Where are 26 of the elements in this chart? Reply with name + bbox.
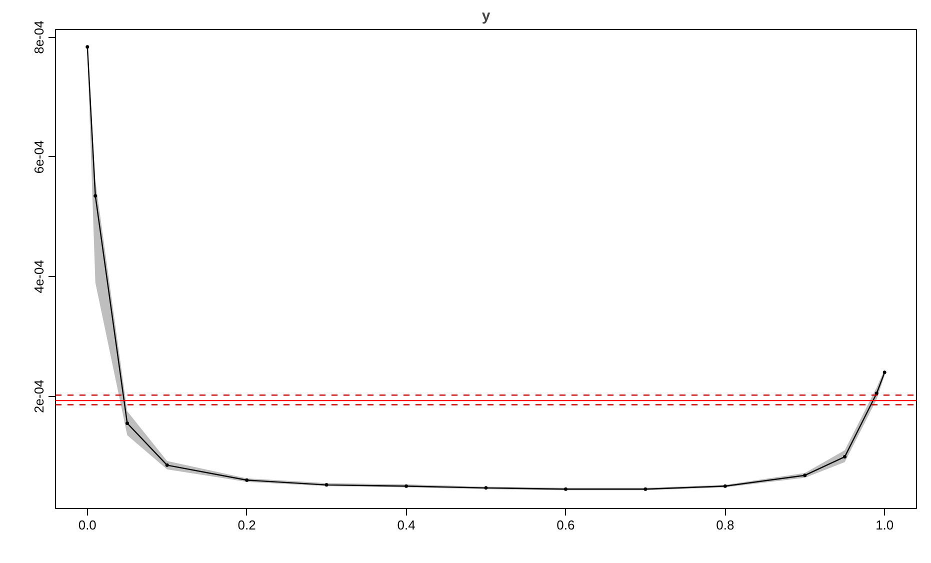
point bbox=[874, 392, 878, 396]
x-tick-label: 0.8 bbox=[716, 518, 734, 532]
point bbox=[126, 422, 129, 426]
point bbox=[94, 194, 98, 198]
point bbox=[324, 483, 328, 487]
point bbox=[882, 370, 886, 374]
x-tick-label: 0.2 bbox=[238, 518, 256, 532]
x-tick-label: 0.0 bbox=[78, 518, 96, 532]
point bbox=[404, 484, 408, 488]
x-tick-label: 0.4 bbox=[397, 518, 416, 532]
x-tick-label: 0.6 bbox=[556, 518, 575, 532]
point bbox=[245, 478, 249, 482]
point bbox=[644, 487, 648, 491]
x-tick-label: 1.0 bbox=[876, 518, 894, 532]
point bbox=[564, 487, 568, 491]
y-tick-label: 4e-04 bbox=[32, 260, 46, 294]
point bbox=[723, 484, 727, 488]
point bbox=[803, 474, 807, 478]
point bbox=[843, 455, 846, 459]
point bbox=[484, 486, 488, 490]
y-tick-label: 6e-04 bbox=[32, 140, 46, 174]
y-tick-label: 8e-04 bbox=[32, 20, 46, 54]
y-tick-label: 2e-04 bbox=[32, 380, 46, 413]
point bbox=[86, 45, 90, 49]
point bbox=[165, 463, 169, 467]
chart-title: y bbox=[482, 8, 491, 24]
